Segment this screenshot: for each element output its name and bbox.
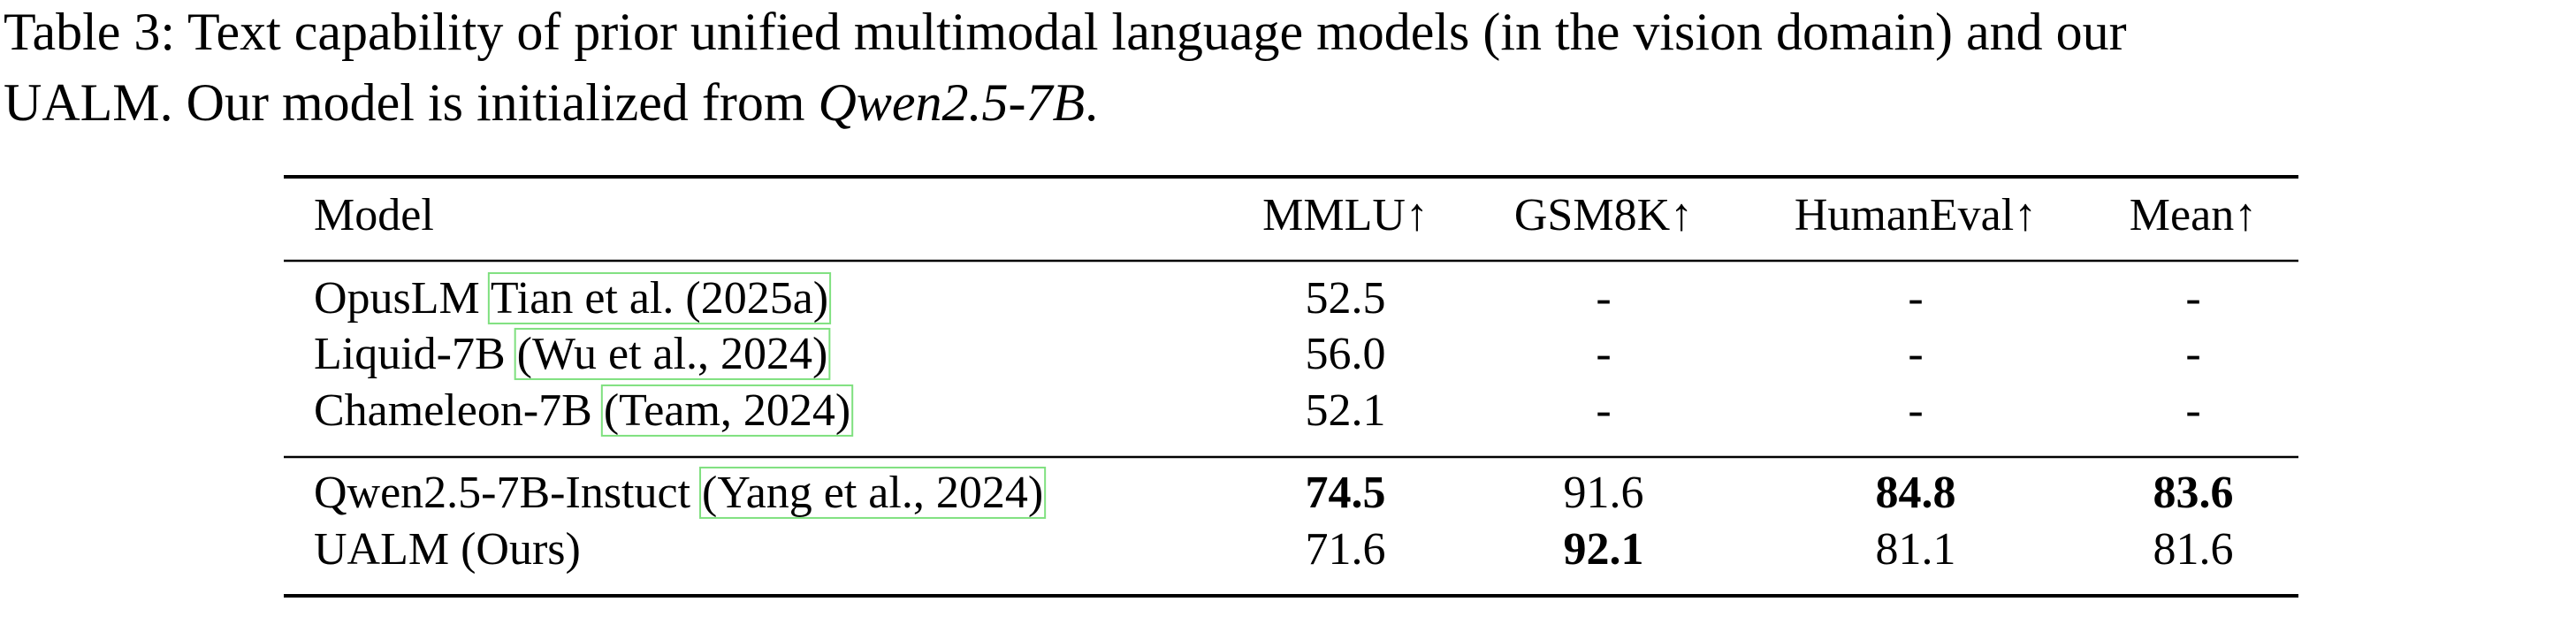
model-name: UALM (Ours)	[314, 524, 581, 575]
citation: (Wu et al., 2024)	[517, 329, 828, 379]
value-cell: 91.6	[1564, 468, 1644, 518]
model-name: Liquid-7B	[314, 329, 506, 379]
caption-line: Table 3: Text capability of prior unifie…	[4, 3, 2127, 61]
caption-text: .	[1085, 73, 1098, 132]
value-cell: -	[2185, 329, 2200, 379]
value-cell: 83.6	[2153, 468, 2234, 518]
model-cell: OpusLM Tian et al. (2025a)	[314, 273, 828, 324]
citation: (Team, 2024)	[604, 385, 850, 436]
caption-line: UALM. Our model is initialized from Qwen…	[4, 73, 1098, 132]
value-cell: 52.5	[1306, 273, 1386, 324]
model-cell: Liquid-7B (Wu et al., 2024)	[314, 329, 827, 379]
value-cell: -	[2185, 273, 2200, 324]
column-header: Model	[314, 190, 434, 240]
citation-link-box	[487, 271, 832, 324]
value-cell: -	[1596, 329, 1611, 379]
value-cell: 71.6	[1306, 524, 1386, 575]
value-cell: -	[1908, 273, 1923, 324]
column-header: MMLU↑	[1262, 190, 1429, 240]
column-header: GSM8K↑	[1514, 190, 1693, 240]
citation: (Yang et al., 2024)	[702, 468, 1043, 518]
value-cell: -	[1908, 329, 1923, 379]
value-cell: 92.1	[1564, 524, 1644, 575]
value-cell: 84.8	[1876, 468, 1956, 518]
value-cell: 74.5	[1306, 468, 1386, 518]
value-cell: 81.6	[2153, 524, 2234, 575]
model-name: Chameleon-7B	[314, 385, 592, 436]
column-header: HumanEval↑	[1795, 190, 2037, 240]
value-cell: 52.1	[1306, 385, 1386, 436]
value-cell: -	[2185, 385, 2200, 436]
citation-link-box	[699, 466, 1047, 519]
model-cell: Chameleon-7B (Team, 2024)	[314, 385, 850, 436]
caption-emphasis: Qwen2.5-7B	[819, 73, 1086, 132]
model-name: Qwen2.5-7B-Instuct	[314, 468, 691, 518]
value-cell: -	[1596, 385, 1611, 436]
column-header: Mean↑	[2130, 190, 2257, 240]
model-cell: UALM (Ours)	[314, 524, 581, 575]
model-name: OpusLM	[314, 273, 480, 324]
model-cell: Qwen2.5-7B-Instuct (Yang et al., 2024)	[314, 468, 1043, 518]
citation-link-box	[600, 384, 854, 437]
value-cell: -	[1908, 385, 1923, 436]
caption-text: UALM. Our model is initialized from	[4, 73, 819, 132]
citation-link-box	[514, 327, 831, 380]
citation: Tian et al. (2025a)	[491, 273, 828, 324]
value-cell: -	[1596, 273, 1611, 324]
value-cell: 56.0	[1306, 329, 1386, 379]
value-cell: 81.1	[1876, 524, 1956, 575]
